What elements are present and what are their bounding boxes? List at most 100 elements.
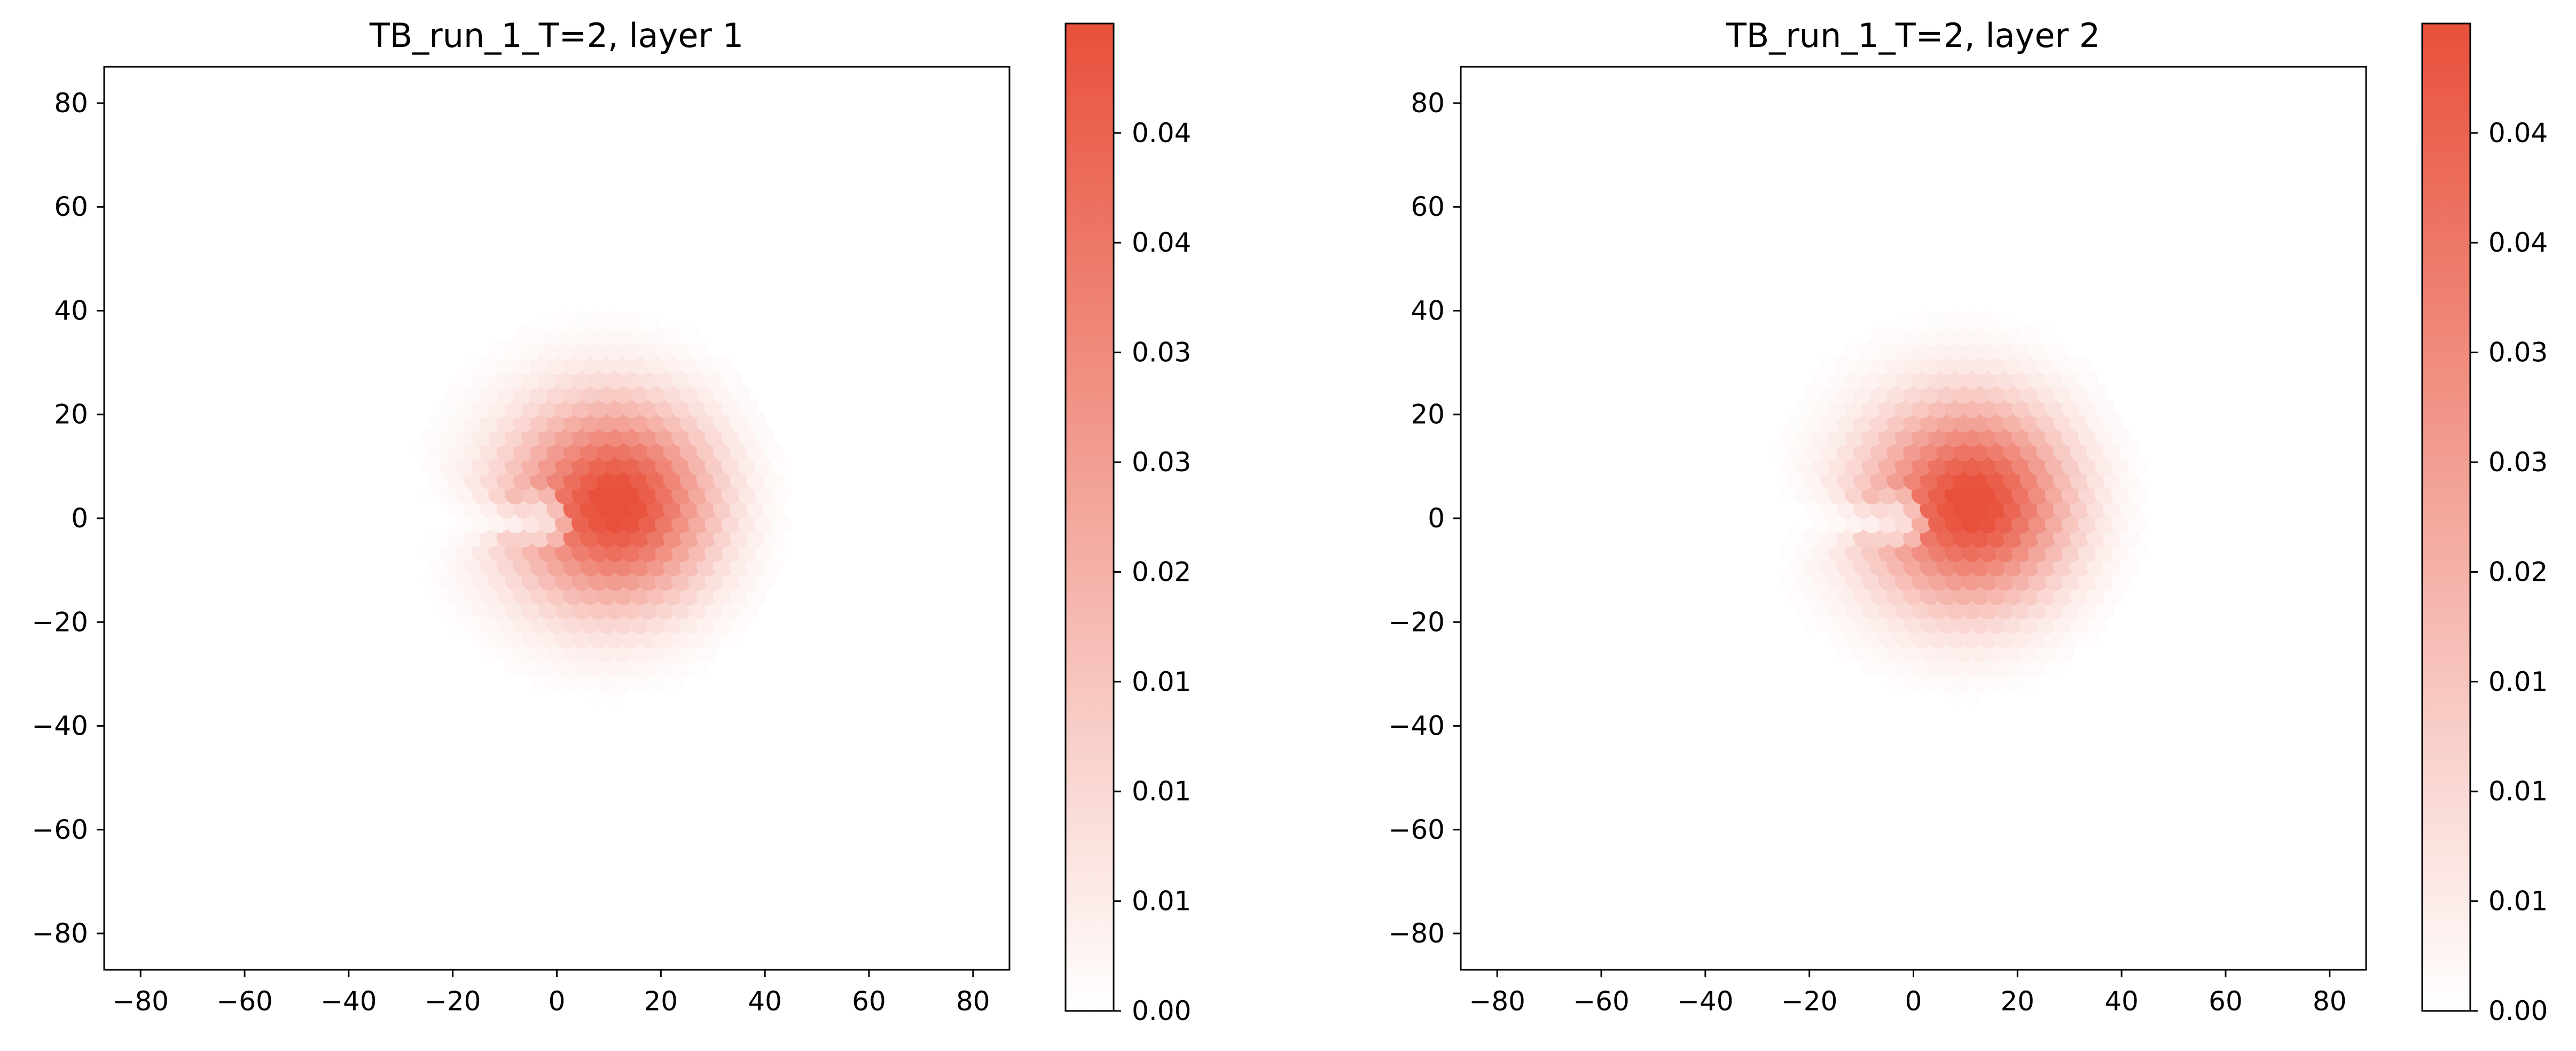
y-tick-label: 80 bbox=[54, 88, 88, 119]
heatmap-cell bbox=[1911, 311, 1932, 332]
heatmap-cell bbox=[712, 354, 734, 375]
x-tick-label: 20 bbox=[644, 986, 678, 1017]
x-tick-label: −20 bbox=[425, 986, 481, 1017]
y-axis-1: 80 60 40 20 0 −20 −40 −60 −80 bbox=[32, 88, 104, 949]
heatmap-cell bbox=[1928, 311, 1949, 332]
x-tick-label: 60 bbox=[2209, 986, 2243, 1017]
chart-title-2: TB_run_1_T=2, layer 2 bbox=[1726, 16, 2100, 55]
x-tick-label: 0 bbox=[549, 986, 566, 1017]
y-tick-label: 20 bbox=[1411, 399, 1445, 430]
y-tick-label: −40 bbox=[32, 711, 88, 742]
colorbar-tick-label: 0.04 bbox=[1132, 118, 1191, 149]
y-tick-label: 20 bbox=[54, 399, 88, 430]
colorbar-2: 0.00 0.01 0.01 0.01 0.02 0.03 0.03 0.04 0.04 bbox=[2421, 22, 2548, 1026]
chart-panel-1: TB_run_1_T=2, layer 1 −80 −60 −40 −20 0 20 40 6… bbox=[32, 16, 1191, 1026]
x-tick-label: −40 bbox=[320, 986, 377, 1017]
chart-panel-2: TB_run_1_T=2, layer 2 −80 −60 −40 −20 0 20 40 6… bbox=[1388, 16, 2548, 1026]
colorbar-tick-label: 0.02 bbox=[2488, 556, 2548, 587]
colorbar-1: 0.00 0.01 0.01 0.01 0.02 0.03 0.03 0.04 0.04 bbox=[1064, 22, 1191, 1026]
y-tick-label: −80 bbox=[1388, 918, 1445, 949]
x-tick-label: 80 bbox=[956, 986, 990, 1017]
colorbar-tick-label: 0.01 bbox=[2488, 886, 2548, 917]
heatmap-cell bbox=[1787, 527, 1807, 548]
x-tick-label: −60 bbox=[1573, 986, 1630, 1017]
colorbar-tick-label: 0.01 bbox=[1132, 886, 1191, 917]
y-tick-label: 0 bbox=[1428, 503, 1445, 534]
heatmap-1 bbox=[413, 311, 792, 706]
x-tick-label: −60 bbox=[216, 986, 273, 1017]
y-tick-label: 40 bbox=[54, 295, 88, 326]
heatmap-cell bbox=[554, 311, 576, 332]
heatmap-cell bbox=[2036, 325, 2057, 346]
heatmap-cell bbox=[430, 527, 451, 548]
colorbar-ticks-1: 0.00 0.01 0.01 0.01 0.02 0.03 0.03 0.04 0.04 bbox=[1114, 118, 1191, 1026]
heatmap-cell bbox=[1978, 311, 1999, 332]
x-tick-label: 0 bbox=[1905, 986, 1922, 1017]
heatmap-cell bbox=[2069, 354, 2090, 375]
x-tick-label: 40 bbox=[748, 986, 782, 1017]
x-tick-label: −80 bbox=[112, 986, 169, 1017]
heatmap-cell bbox=[463, 354, 484, 375]
x-tick-label: −40 bbox=[1677, 986, 1734, 1017]
colorbar-tick-label: 0.04 bbox=[2488, 118, 2548, 149]
colorbar-tick-label: 0.01 bbox=[1132, 666, 1191, 697]
heatmap-cell bbox=[488, 340, 509, 361]
plot-area-1 bbox=[103, 66, 1011, 971]
y-tick-label: 60 bbox=[1411, 191, 1445, 222]
heatmap-cell bbox=[1994, 311, 2016, 332]
x-tick-label: 60 bbox=[852, 986, 886, 1017]
y-tick-label: −40 bbox=[1388, 711, 1445, 742]
colorbar-tick-label: 0.03 bbox=[1132, 447, 1191, 478]
colorbar-tick-label: 0.03 bbox=[2488, 337, 2548, 368]
heatmap-cell bbox=[1820, 354, 1841, 375]
y-tick-label: 0 bbox=[71, 503, 88, 534]
chart-title-1: TB_run_1_T=2, layer 1 bbox=[369, 16, 743, 55]
heatmap-cell bbox=[2019, 325, 2040, 346]
y-axis-2: 80 60 40 20 0 −20 −40 −60 −80 bbox=[1388, 88, 1461, 949]
colorbar-tick-label: 0.04 bbox=[1132, 227, 1191, 258]
colorbar-tick-label: 0.01 bbox=[1132, 776, 1191, 807]
heatmap-cell bbox=[1894, 311, 1916, 332]
heatmap-cell bbox=[605, 311, 625, 332]
colorbar-tick-label: 0.02 bbox=[1132, 556, 1191, 587]
colorbar-gradient-2 bbox=[2421, 22, 2471, 1012]
heatmap-cell bbox=[638, 311, 659, 332]
x-axis-2: −80 −60 −40 −20 0 20 40 60 80 bbox=[1469, 970, 2347, 1017]
heatmap-cell bbox=[513, 325, 534, 346]
heatmap-cell bbox=[663, 325, 684, 346]
heatmap-cell bbox=[571, 311, 592, 332]
heatmap-cell bbox=[1945, 311, 1966, 332]
plot-area-2 bbox=[1460, 66, 2367, 971]
colorbar-gradient-1 bbox=[1064, 22, 1115, 1012]
colorbar-tick-label: 0.04 bbox=[2488, 227, 2548, 258]
y-tick-label: 60 bbox=[54, 191, 88, 222]
colorbar-tick-label: 0.00 bbox=[1132, 995, 1191, 1026]
x-tick-label: −20 bbox=[1781, 986, 1838, 1017]
colorbar-ticks-2: 0.00 0.01 0.01 0.01 0.02 0.03 0.03 0.04 0.04 bbox=[2470, 118, 2548, 1026]
colorbar-tick-label: 0.03 bbox=[1132, 337, 1191, 368]
heatmap-cell bbox=[679, 325, 701, 346]
colorbar-tick-label: 0.01 bbox=[2488, 666, 2548, 697]
heatmap-cell bbox=[1845, 340, 1866, 361]
y-tick-label: −20 bbox=[32, 606, 88, 637]
y-tick-label: −60 bbox=[32, 814, 88, 845]
heatmap-cell bbox=[588, 311, 609, 332]
heatmap-cell bbox=[1869, 325, 1891, 346]
x-tick-label: 80 bbox=[2313, 986, 2347, 1017]
y-tick-label: 40 bbox=[1411, 295, 1445, 326]
colorbar-tick-label: 0.01 bbox=[2488, 776, 2548, 807]
x-tick-label: 40 bbox=[2104, 986, 2139, 1017]
colorbar-tick-label: 0.00 bbox=[2488, 995, 2548, 1026]
x-tick-label: 20 bbox=[2001, 986, 2035, 1017]
heatmap-cell bbox=[621, 311, 643, 332]
x-axis-1: −80 −60 −40 −20 0 20 40 60 80 bbox=[112, 970, 990, 1017]
y-tick-label: 80 bbox=[1411, 88, 1445, 119]
heatmap-cell bbox=[538, 311, 559, 332]
x-tick-label: −80 bbox=[1469, 986, 1525, 1017]
heatmap-2 bbox=[1769, 311, 2149, 706]
heatmap-cell bbox=[1961, 311, 1982, 332]
colorbar-tick-label: 0.03 bbox=[2488, 447, 2548, 478]
y-tick-label: −80 bbox=[32, 918, 88, 949]
y-tick-label: −60 bbox=[1388, 814, 1445, 845]
